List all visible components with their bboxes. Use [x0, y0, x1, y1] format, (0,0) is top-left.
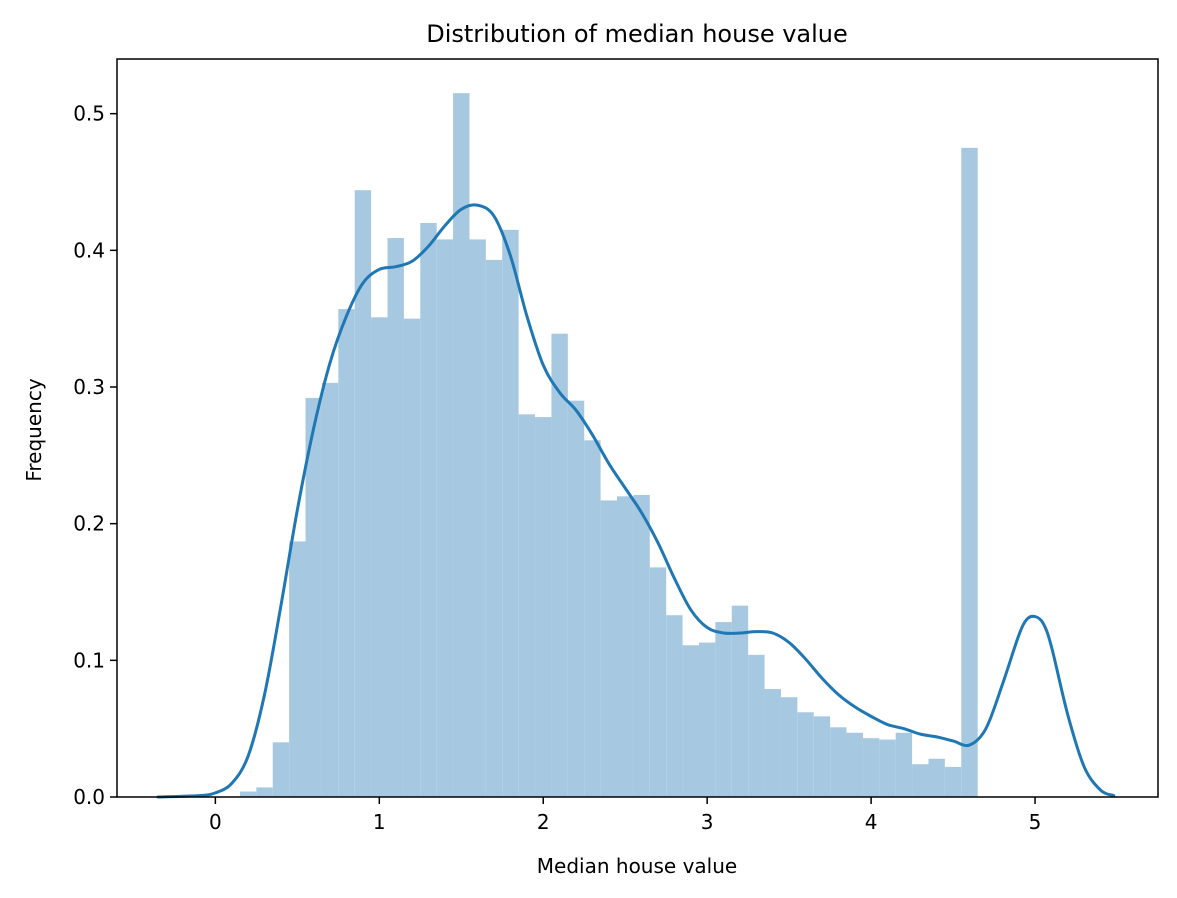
histogram-bar — [453, 93, 470, 797]
histogram-bar — [354, 190, 372, 797]
histogram-bar — [731, 605, 749, 797]
histogram-bar — [649, 567, 667, 797]
histogram-bar — [567, 400, 585, 797]
x-tick-label: 5 — [1029, 810, 1042, 834]
x-tick-label: 1 — [373, 810, 386, 834]
histogram-bar — [879, 739, 896, 797]
histogram-bar — [436, 239, 454, 797]
plot-frame — [116, 58, 1159, 798]
histogram-bar — [584, 440, 601, 797]
x-tick-label: 3 — [701, 810, 714, 834]
histogram-bar — [272, 742, 290, 797]
histogram-bar — [780, 697, 798, 797]
histogram-bar — [371, 317, 388, 797]
histogram-bar — [387, 238, 404, 798]
histogram-bar — [321, 382, 339, 797]
histogram-bar — [944, 766, 962, 797]
histogram-bar — [518, 414, 536, 797]
histogram-bar — [485, 259, 503, 797]
x-tick-label: 2 — [537, 810, 550, 834]
y-tick-label: 0.1 — [73, 648, 105, 672]
histogram-bar — [912, 764, 929, 797]
histogram-bar — [666, 615, 683, 797]
y-axis-label: Frequency — [22, 378, 46, 481]
histogram-bar — [830, 727, 847, 797]
histogram-bar — [239, 791, 257, 797]
histogram-bars — [239, 93, 978, 798]
y-tick-label: 0.0 — [73, 785, 105, 809]
y-tick-label: 0.3 — [73, 375, 105, 399]
histogram-bar — [846, 732, 863, 797]
histogram-bar — [633, 494, 650, 797]
histogram-bar — [715, 622, 732, 797]
histogram-bar — [600, 500, 618, 797]
histogram-bar — [469, 239, 486, 797]
histogram-bar — [928, 758, 945, 797]
x-axis-label: Median house value — [537, 854, 737, 878]
chart-title: Distribution of median house value — [426, 20, 848, 48]
histogram-bar — [895, 732, 913, 797]
y-tick-label: 0.2 — [73, 512, 105, 536]
histogram-bar — [698, 642, 716, 797]
x-tick-label: 0 — [209, 810, 222, 834]
histogram-bar — [862, 738, 880, 797]
histogram-bar — [403, 318, 421, 797]
histogram-bar — [420, 223, 437, 797]
histogram-bar — [961, 147, 978, 798]
histogram-bar — [535, 417, 552, 797]
kde-curve — [156, 203, 1116, 799]
histogram-bar — [289, 541, 306, 797]
histogram-bar — [502, 229, 519, 798]
histogram-bar — [682, 645, 699, 797]
x-tick-label: 4 — [865, 810, 878, 834]
histogram-bar — [797, 712, 814, 797]
histogram-bar — [748, 654, 765, 797]
y-axis: 0.0 0.1 0.2 0.3 0.4 0.5 — [73, 102, 117, 809]
histogram-bar — [551, 333, 568, 797]
x-axis: 0 1 2 3 4 5 — [209, 797, 1041, 834]
histogram-bar — [305, 397, 322, 797]
histogram-bar — [813, 716, 831, 797]
y-tick-label: 0.5 — [73, 102, 105, 126]
y-tick-label: 0.4 — [73, 238, 105, 262]
histogram-bar — [338, 309, 355, 797]
histogram-bar — [256, 787, 273, 797]
histogram-bar — [764, 689, 781, 797]
histogram-bar — [617, 496, 634, 797]
